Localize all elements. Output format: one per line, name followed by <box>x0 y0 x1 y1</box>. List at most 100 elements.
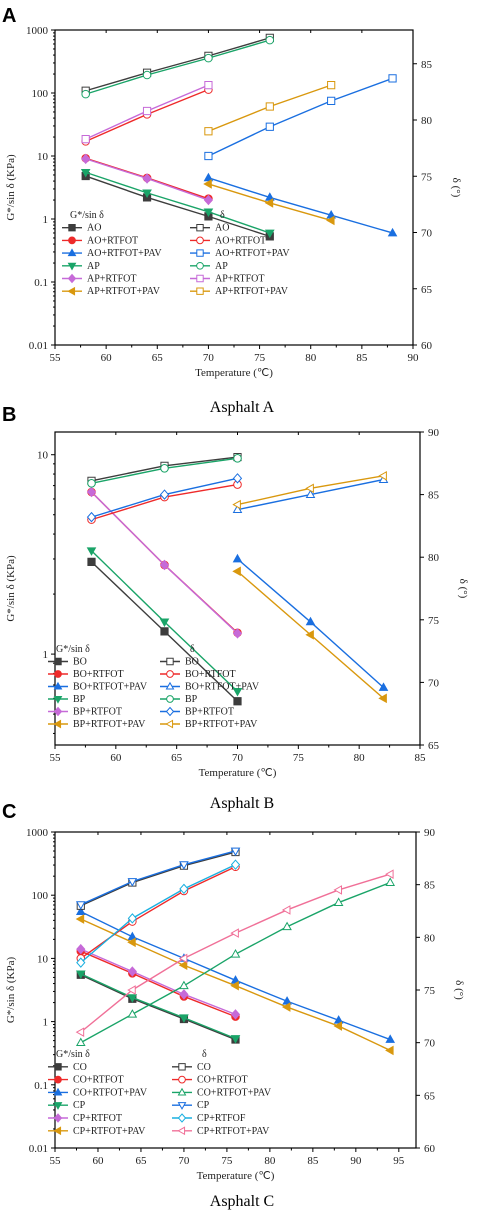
data-point <box>165 706 175 717</box>
data-point <box>160 627 169 636</box>
legend-label: BO <box>185 657 199 668</box>
legend-label: AO <box>215 223 229 234</box>
y-left-tick-label: 1 <box>43 649 49 661</box>
data-point <box>75 914 85 924</box>
data-point <box>327 81 336 90</box>
x-tick-label: 95 <box>393 1155 405 1167</box>
data-point <box>178 1075 186 1084</box>
y-right-tick-label: 85 <box>428 490 440 502</box>
panel-c: C 55 60 65 70 75 80 85 90 95 Temperature (℃) 0.01 0.… <box>2 801 465 1210</box>
data-point <box>233 454 242 463</box>
x-tick-label: 80 <box>354 752 366 764</box>
data-point <box>385 1034 396 1043</box>
y-right-tick-label: 60 <box>421 340 433 352</box>
y-right-tick-label: 75 <box>424 985 436 997</box>
series-line <box>80 950 236 1018</box>
x-tick-label: 65 <box>135 1155 147 1167</box>
data-point <box>203 194 214 206</box>
legend-label: BP+RTFOT+PAV <box>185 719 258 730</box>
x-axis-title: Temperature (℃) <box>199 767 277 779</box>
data-point <box>166 657 174 666</box>
x-tick-label: 80 <box>264 1155 276 1167</box>
series-line <box>85 171 271 234</box>
data-point <box>230 980 239 991</box>
series-line <box>208 77 393 157</box>
data-point <box>75 970 86 979</box>
data-point <box>265 122 274 131</box>
data-point <box>86 486 97 498</box>
panel-caption: Asphalt B <box>210 795 274 812</box>
data-point <box>53 1087 63 1096</box>
legend-label: CP <box>197 1100 210 1111</box>
panel-letter: C <box>2 801 16 823</box>
panel-b: B 55 60 65 70 75 80 85 Temperature (℃) 1 10 G*/sin … <box>2 404 469 812</box>
data-point <box>265 102 274 111</box>
data-point <box>177 1113 187 1123</box>
legend-header-left: G*/sin δ <box>56 1049 90 1060</box>
legend-label: CP <box>73 1100 86 1111</box>
data-point <box>54 657 62 666</box>
data-point <box>388 74 397 83</box>
data-point <box>333 885 343 895</box>
data-point <box>67 286 76 296</box>
legend-label: AO+RTFOT <box>215 235 266 246</box>
data-point <box>385 877 396 886</box>
x-tick-label: 60 <box>110 752 122 764</box>
y-left-tick-label: 100 <box>32 890 49 902</box>
data-point <box>281 905 291 915</box>
y-right-tick-label: 70 <box>421 228 433 240</box>
data-point <box>160 464 169 473</box>
data-point <box>230 859 241 870</box>
data-point <box>179 980 189 990</box>
data-point <box>165 719 174 729</box>
data-point <box>204 127 213 136</box>
data-point <box>305 483 314 494</box>
y-left-tick-label: 10 <box>37 953 49 965</box>
data-point <box>53 1113 63 1123</box>
legend-label: AO+RTFOT+PAV <box>87 248 162 259</box>
data-point <box>127 913 137 924</box>
legend-label: CP+RTFOT+PAV <box>73 1126 146 1137</box>
series-line <box>208 177 393 234</box>
y-right-tick-label: 60 <box>424 1143 436 1155</box>
data-point <box>232 504 243 514</box>
legend-label: CO+RTFOT <box>73 1075 124 1086</box>
legend-label: CO+RTFOT <box>197 1075 248 1086</box>
data-point <box>75 1027 85 1037</box>
y-left-tick-label: 10 <box>37 450 49 462</box>
data-point <box>53 695 63 704</box>
x-axis-title: Temperature (℃) <box>195 367 273 379</box>
data-point <box>196 249 204 257</box>
y-left-tick-label: 0.1 <box>34 277 48 289</box>
data-point <box>87 479 96 488</box>
plot-frame <box>54 29 414 346</box>
data-point <box>142 106 152 116</box>
panel-caption: Asphalt C <box>210 1193 274 1210</box>
data-point <box>166 670 174 678</box>
x-tick-label: 65 <box>171 752 183 764</box>
data-point <box>305 629 314 640</box>
data-point <box>81 153 91 165</box>
data-point <box>53 681 63 690</box>
data-point <box>196 274 204 283</box>
data-point <box>204 81 213 90</box>
y-right-tick-label: 70 <box>428 677 440 689</box>
legend-label: AP <box>215 261 228 272</box>
legend-label: AP+RTFOT+PAV <box>87 286 161 297</box>
x-tick-label: 85 <box>356 352 368 364</box>
data-point <box>127 1009 138 1018</box>
data-point <box>232 499 241 510</box>
data-point <box>230 949 241 958</box>
data-point <box>53 1102 63 1110</box>
y-right-tick-label: 80 <box>424 932 436 944</box>
series-line <box>80 864 236 964</box>
x-tick-label: 55 <box>50 352 62 364</box>
legend-label: CO+RTFOT+PAV <box>197 1087 272 1098</box>
legend-label: BO+RTFOT+PAV <box>73 682 148 693</box>
legend-label: BP <box>73 694 86 705</box>
data-point <box>68 224 76 232</box>
y-left-axis-title: G*/sin δ (KPa) <box>5 957 17 1024</box>
x-tick-label: 65 <box>152 352 164 364</box>
data-point <box>81 89 90 99</box>
data-point <box>196 287 204 295</box>
